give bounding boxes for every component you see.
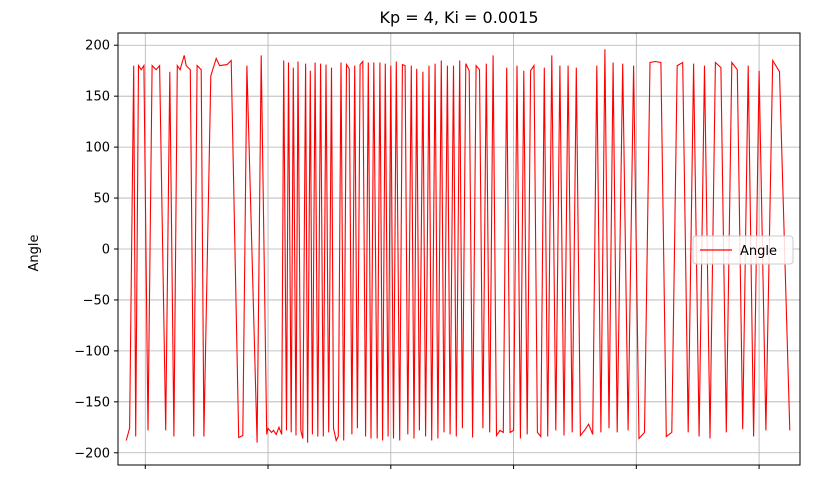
chart-title: Kp = 4, Ki = 0.0015	[379, 8, 538, 27]
y-tick-label: 50	[93, 192, 110, 207]
y-tick-label: 100	[85, 141, 110, 156]
y-tick-label: 0	[102, 243, 110, 258]
y-axis-label: Angle	[27, 235, 42, 272]
legend-label-angle: Angle	[740, 244, 777, 259]
legend-box	[692, 235, 794, 265]
y-tick-label: −100	[74, 344, 110, 359]
y-tick-label: −150	[74, 395, 110, 410]
y-tick-label: 200	[85, 39, 110, 54]
legend: Angle	[692, 235, 794, 265]
ticks: 200 150 100 50 0 −50 −100 −150 −200	[74, 39, 760, 469]
y-tick-label: −200	[74, 446, 110, 461]
y-tick-label: −50	[83, 293, 110, 308]
y-tick-label: 150	[85, 90, 110, 105]
series-layer	[125, 49, 791, 443]
series-line-angle	[125, 49, 791, 443]
